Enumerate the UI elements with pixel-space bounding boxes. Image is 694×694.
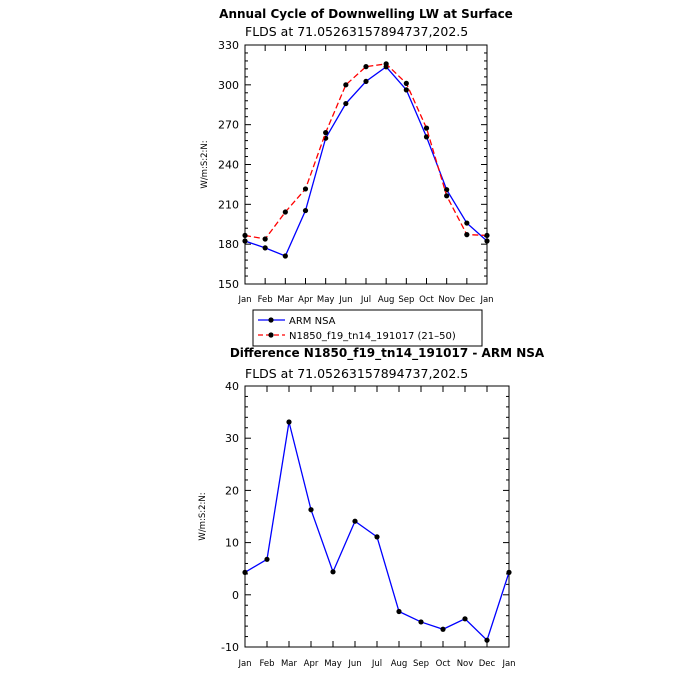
x-tick-label: Jul [371,659,382,669]
data-point [302,207,309,214]
data-point [464,232,470,238]
chart-title: Difference N1850_f19_tn14_191017 - ARM N… [230,346,545,361]
data-point [418,619,424,625]
data-point [330,569,336,575]
y-tick-label: 180 [218,238,239,251]
data-point [363,78,369,84]
x-tick-label: Jan [237,295,251,305]
data-point [423,125,430,131]
data-point [343,100,349,107]
data-point [374,534,380,540]
data-point [242,238,248,244]
data-point [383,61,389,67]
x-tick-label: Jun [347,659,361,669]
data-point [262,236,268,242]
data-point [464,220,470,226]
legend-label-0: ARM NSA [289,316,336,327]
legend-box [252,309,483,347]
data-point [242,569,248,575]
data-point [396,608,402,615]
x-tick-label: Aug [391,659,408,669]
data-point [286,419,292,425]
y-tick-label: 150 [218,278,239,291]
legend-marker [268,317,274,323]
chart-subtitle: FLDS at 71.05263157894737,202.5 [245,366,468,381]
plot-frame [244,385,510,648]
data-point [403,80,409,86]
data-point [242,232,248,239]
series-line-1 [244,63,488,240]
y-tick-label: 330 [218,39,239,52]
y-tick-label: 10 [225,537,239,550]
data-point [403,87,409,93]
x-tick-label: Nov [457,659,474,669]
data-point [262,245,268,251]
x-tick-label: Jul [360,295,371,305]
series-line-0 [244,421,510,642]
y-tick-label: 20 [225,484,239,497]
x-tick-label: Oct [436,659,451,669]
x-tick-label: Jan [479,295,493,305]
y-tick-label: 0 [232,589,239,602]
x-tick-label: Jan [237,659,251,669]
data-point [282,253,288,259]
y-axis-label: W/m:S:2:N: [198,492,208,540]
chart-title: Annual Cycle of Downwelling LW at Surfac… [219,7,513,21]
x-tick-label: Sep [413,659,429,669]
data-point [352,518,358,524]
y-tick-label: 270 [218,119,239,132]
x-tick-label: May [324,659,342,669]
x-tick-label: Mar [281,659,298,669]
chart-subtitle: FLDS at 71.05263157894737,202.5 [245,24,468,39]
data-point [484,637,490,643]
y-tick-label: -10 [221,641,239,654]
x-tick-label: Jun [338,295,352,305]
x-tick-label: Nov [438,295,455,305]
x-tick-label: Jan [501,659,515,669]
y-tick-label: 40 [225,380,239,393]
x-tick-label: Aug [378,295,395,305]
data-point [423,134,430,140]
x-tick-label: Mar [277,295,294,305]
x-tick-label: Feb [258,295,273,305]
series-line-0 [244,65,488,257]
data-point [484,238,490,244]
data-point [484,232,490,239]
y-axis-label: W/m:S:2:N: [200,140,210,188]
data-point [462,616,468,622]
x-tick-label: Sep [398,295,414,305]
x-tick-label: May [317,295,335,305]
y-tick-label: 210 [218,198,239,211]
data-point [444,193,450,199]
legend-marker [268,332,274,338]
data-point [323,130,329,136]
y-tick-label: 240 [218,159,239,172]
x-tick-label: Dec [459,295,476,305]
data-point [506,569,512,575]
x-tick-label: Dec [479,659,496,669]
data-point [308,507,314,513]
legend-label-1: N1850_f19_tn14_191017 (21–50) [289,331,456,342]
data-point [440,626,446,632]
data-point [282,209,288,215]
x-tick-label: Feb [259,659,274,669]
data-point [363,64,369,70]
data-point [302,186,309,192]
data-point [343,82,349,88]
data-point [444,187,450,193]
x-tick-label: Apr [298,295,313,305]
y-tick-label: 30 [225,432,239,445]
data-point [264,556,270,562]
x-tick-label: Oct [419,295,434,305]
x-tick-label: Apr [304,659,319,669]
y-tick-label: 300 [218,79,239,92]
